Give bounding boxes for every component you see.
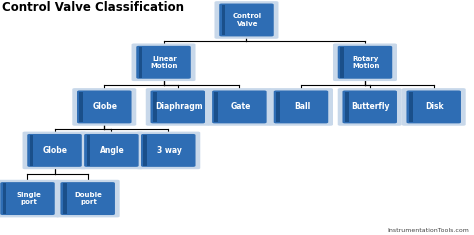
FancyBboxPatch shape (72, 88, 136, 126)
FancyBboxPatch shape (345, 92, 348, 122)
FancyBboxPatch shape (337, 46, 392, 79)
FancyBboxPatch shape (80, 92, 83, 122)
Text: 3 way: 3 way (157, 146, 182, 155)
FancyBboxPatch shape (23, 132, 86, 169)
FancyBboxPatch shape (276, 92, 280, 122)
FancyBboxPatch shape (407, 90, 461, 123)
FancyBboxPatch shape (146, 88, 210, 126)
Text: Double
port: Double port (75, 192, 102, 205)
FancyBboxPatch shape (141, 134, 195, 167)
FancyBboxPatch shape (221, 5, 226, 35)
Text: Gate: Gate (230, 102, 250, 111)
Text: Diaphragm: Diaphragm (155, 102, 202, 111)
FancyBboxPatch shape (153, 92, 156, 122)
Text: Butterfly: Butterfly (351, 102, 390, 111)
Text: Globe: Globe (43, 146, 68, 155)
FancyBboxPatch shape (3, 183, 7, 214)
FancyBboxPatch shape (151, 90, 205, 123)
Text: Single
port: Single port (16, 192, 41, 205)
FancyBboxPatch shape (56, 180, 119, 217)
FancyBboxPatch shape (333, 43, 397, 81)
FancyBboxPatch shape (0, 180, 60, 217)
FancyBboxPatch shape (61, 182, 115, 215)
Text: Disk: Disk (425, 102, 444, 111)
FancyBboxPatch shape (0, 182, 55, 215)
FancyBboxPatch shape (219, 4, 274, 36)
FancyBboxPatch shape (86, 135, 90, 166)
FancyBboxPatch shape (340, 47, 344, 78)
FancyBboxPatch shape (143, 135, 147, 166)
FancyBboxPatch shape (342, 90, 397, 123)
FancyBboxPatch shape (136, 46, 191, 79)
FancyBboxPatch shape (27, 134, 82, 167)
FancyBboxPatch shape (63, 183, 66, 214)
FancyBboxPatch shape (29, 135, 33, 166)
Text: Globe: Globe (93, 102, 118, 111)
FancyBboxPatch shape (212, 90, 266, 123)
Text: Control
Valve: Control Valve (233, 13, 262, 27)
FancyBboxPatch shape (409, 92, 412, 122)
FancyBboxPatch shape (207, 88, 271, 126)
FancyBboxPatch shape (214, 92, 218, 122)
FancyBboxPatch shape (337, 88, 402, 126)
FancyBboxPatch shape (214, 1, 279, 39)
Text: InstrumentationTools.com: InstrumentationTools.com (387, 228, 469, 233)
FancyBboxPatch shape (136, 132, 200, 169)
Text: Control Valve Classification: Control Valve Classification (2, 1, 184, 14)
Text: Rotary
Motion: Rotary Motion (352, 55, 380, 69)
FancyBboxPatch shape (274, 90, 328, 123)
FancyBboxPatch shape (77, 90, 131, 123)
FancyBboxPatch shape (402, 88, 465, 126)
FancyBboxPatch shape (269, 88, 333, 126)
Text: Ball: Ball (294, 102, 310, 111)
FancyBboxPatch shape (79, 132, 143, 169)
FancyBboxPatch shape (138, 47, 142, 78)
FancyBboxPatch shape (84, 134, 138, 167)
Text: Angle: Angle (100, 146, 125, 155)
Text: Linear
Motion: Linear Motion (151, 55, 178, 69)
FancyBboxPatch shape (131, 43, 195, 81)
